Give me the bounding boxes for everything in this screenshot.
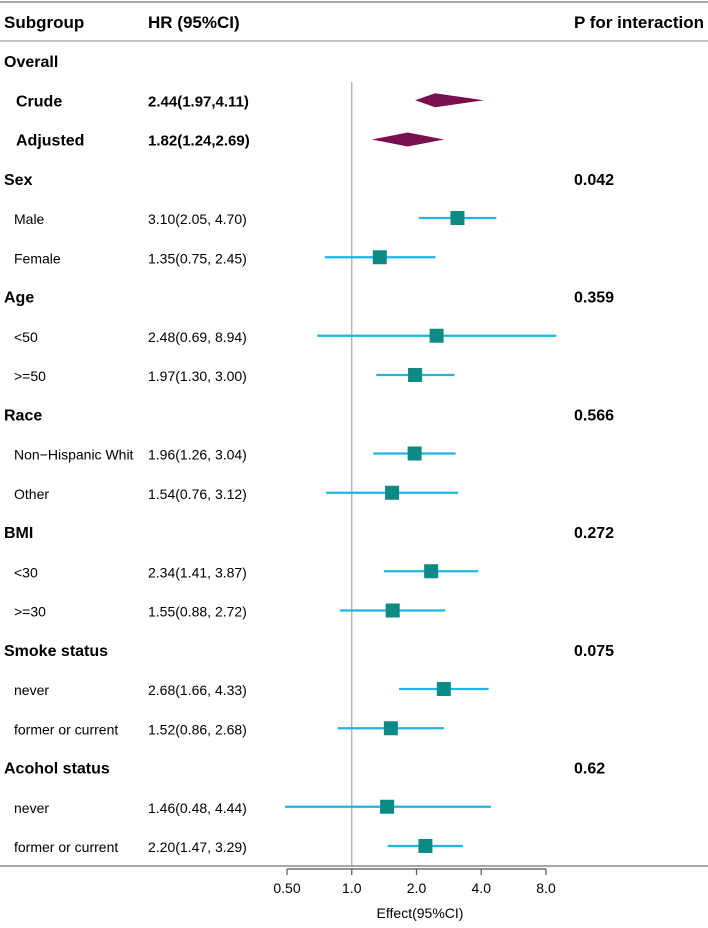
hr-ci-text: 2.44(1.97,4.11) — [148, 93, 249, 110]
p-interaction-value: 0.62 — [574, 761, 605, 778]
subgroup-label: <30 — [14, 564, 38, 580]
x-tick-label: 1.0 — [342, 880, 362, 896]
hr-ci-text: 2.48(0.69, 8.94) — [148, 329, 247, 345]
summary-label: Crude — [16, 93, 62, 110]
group-label: BMI — [4, 525, 33, 542]
forest-row-17: former or current 1.52(0.86, 2.68) — [14, 721, 444, 737]
summary-diamond — [415, 93, 484, 108]
hr-ci-text: 1.35(0.75, 2.45) — [148, 250, 247, 266]
p-interaction-value: 0.566 — [574, 407, 614, 424]
forest-row-19: never 1.46(0.48, 4.44) — [14, 799, 491, 816]
point-estimate-marker — [407, 446, 422, 461]
group-label: Smoke status — [4, 643, 108, 660]
forest-row-18: Acohol status 0.62 — [4, 761, 605, 778]
x-tick-label: 8.0 — [536, 880, 556, 896]
hr-ci-text: 3.10(2.05, 4.70) — [148, 211, 247, 227]
x-tick-label: 4.0 — [472, 880, 492, 896]
subgroup-label: >=30 — [14, 604, 46, 620]
forest-row-16: never 2.68(1.66, 4.33) — [14, 682, 489, 698]
group-label: Age — [4, 290, 34, 307]
subgroup-label: Other — [14, 486, 49, 502]
forest-rows: Overall Crude 2.44(1.97,4.11) Adjusted 1.82(… — [4, 54, 614, 855]
forest-row-10: Non−Hispanic Whit 1.96(1.26, 3.04) — [14, 446, 456, 463]
hr-ci-text: 1.46(0.48, 4.44) — [148, 800, 247, 816]
summary-label: Adjusted — [16, 133, 84, 150]
forest-row-20: former or current 2.20(1.47, 3.29) — [14, 839, 463, 855]
point-estimate-marker — [429, 328, 444, 343]
hr-ci-text: 1.52(0.86, 2.68) — [148, 721, 247, 737]
forest-row-0: Overall — [4, 54, 58, 71]
forest-row-3: Sex 0.042 — [4, 172, 614, 189]
forest-row-13: <30 2.34(1.41, 3.87) — [14, 564, 479, 580]
subgroup-label: <50 — [14, 329, 38, 345]
point-estimate-marker — [383, 721, 398, 736]
point-estimate-marker — [450, 211, 465, 225]
group-label: Sex — [4, 172, 33, 189]
forest-row-2: Adjusted 1.82(1.24,2.69) — [16, 132, 445, 150]
hr-ci-text: 1.82(1.24,2.69) — [148, 133, 250, 150]
hr-ci-text: 1.97(1.30, 3.00) — [148, 368, 247, 384]
subgroup-label: never — [14, 800, 49, 816]
subgroup-label: Non−Hispanic Whit — [14, 447, 134, 463]
forest-row-4: Male 3.10(2.05, 4.70) — [14, 211, 497, 227]
point-estimate-marker — [372, 250, 387, 265]
subgroup-label: >=50 — [14, 368, 46, 384]
point-estimate-marker — [424, 564, 439, 579]
forest-row-5: Female 1.35(0.75, 2.45) — [14, 250, 436, 266]
x-tick-label: 2.0 — [407, 880, 427, 896]
hr-ci-text: 1.55(0.88, 2.72) — [148, 604, 247, 620]
forest-row-12: BMI 0.272 — [4, 525, 614, 542]
hr-ci-text: 2.68(1.66, 4.33) — [148, 682, 247, 698]
header-p-interaction: P for interaction — [574, 13, 704, 32]
hr-ci-text: 1.54(0.76, 3.12) — [148, 486, 247, 502]
hr-ci-text: 2.20(1.47, 3.29) — [148, 839, 247, 855]
group-label: Overall — [4, 54, 58, 71]
point-estimate-marker — [380, 799, 395, 814]
summary-diamond — [371, 132, 445, 147]
forest-row-11: Other 1.54(0.76, 3.12) — [14, 485, 459, 502]
subgroup-label: Female — [14, 250, 61, 266]
p-interaction-value: 0.075 — [574, 643, 614, 660]
forest-row-1: Crude 2.44(1.97,4.11) — [16, 93, 484, 110]
point-estimate-marker — [408, 368, 423, 382]
header-subgroup: Subgroup — [4, 13, 84, 32]
x-axis-label: Effect(95%CI) — [377, 905, 464, 921]
hr-ci-text: 1.96(1.26, 3.04) — [148, 447, 247, 463]
point-estimate-marker — [436, 682, 451, 696]
forest-row-15: Smoke status 0.075 — [4, 643, 614, 660]
forest-row-7: <50 2.48(0.69, 8.94) — [14, 328, 557, 345]
p-interaction-value: 0.359 — [574, 290, 614, 307]
x-axis: 0.50 1.0 2.0 4.0 8.0 — [273, 868, 556, 896]
group-label: Acohol status — [4, 761, 110, 778]
x-tick-label: 0.50 — [273, 880, 300, 896]
group-label: Race — [4, 407, 42, 424]
point-estimate-marker — [385, 485, 400, 500]
hr-ci-text: 2.34(1.41, 3.87) — [148, 564, 247, 580]
subgroup-label: former or current — [14, 721, 118, 737]
point-estimate-marker — [418, 839, 433, 853]
p-interaction-value: 0.042 — [574, 172, 614, 189]
forest-row-6: Age 0.359 — [4, 290, 614, 307]
forest-row-14: >=30 1.55(0.88, 2.72) — [14, 603, 446, 620]
subgroup-label: former or current — [14, 839, 118, 855]
forest-row-9: Race 0.566 — [4, 407, 614, 424]
header-hr: HR (95%CI) — [148, 13, 240, 32]
point-estimate-marker — [385, 603, 400, 618]
p-interaction-value: 0.272 — [574, 525, 614, 542]
subgroup-label: never — [14, 682, 49, 698]
forest-row-8: >=50 1.97(1.30, 3.00) — [14, 368, 455, 384]
subgroup-label: Male — [14, 211, 45, 227]
